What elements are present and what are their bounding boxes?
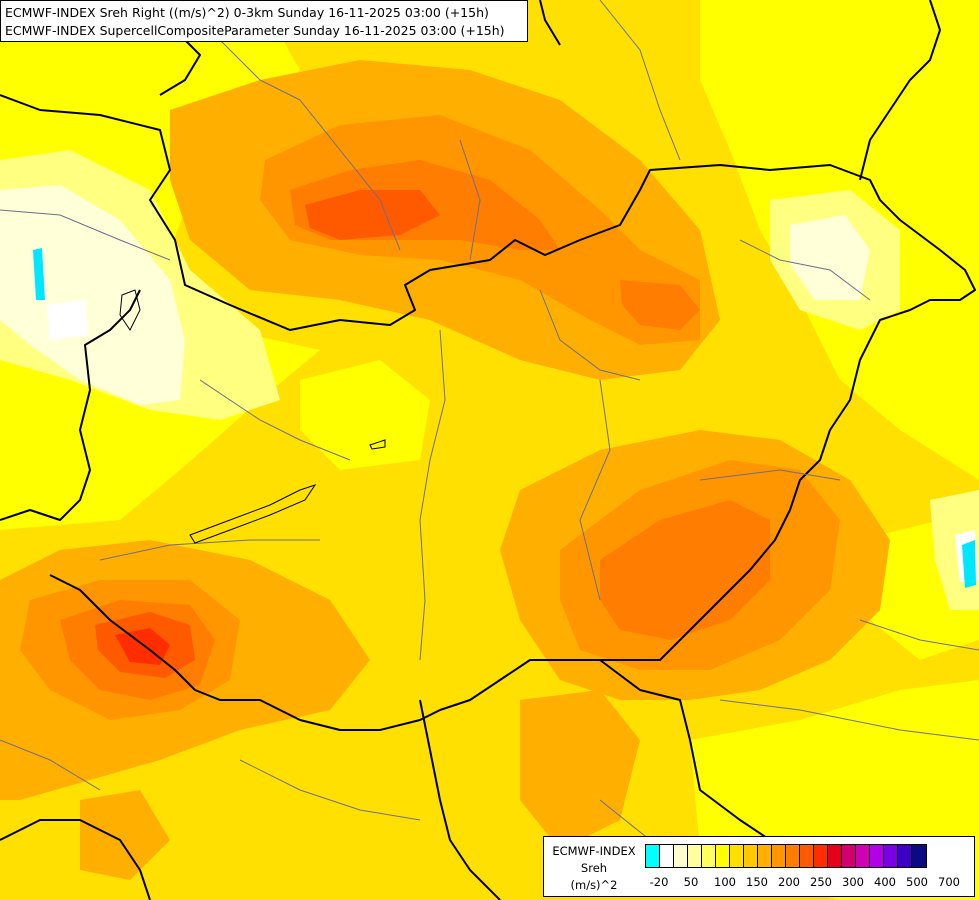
legend-tick: 300 — [842, 875, 864, 889]
legend-title-source: ECMWF-INDEX — [552, 844, 636, 858]
legend-tick: 700 — [938, 875, 960, 889]
legend-swatch — [800, 845, 814, 867]
legend-swatch — [828, 845, 842, 867]
legend-swatch — [856, 845, 870, 867]
lakes — [119, 289, 386, 544]
legend-tick: 100 — [714, 875, 736, 889]
legend-swatch — [870, 845, 884, 867]
legend-swatch — [674, 845, 688, 867]
legend-swatch — [716, 845, 730, 867]
legend-swatch — [814, 845, 828, 867]
legend-swatch — [884, 845, 898, 867]
legend-tick: 50 — [683, 875, 699, 889]
legend-swatch — [730, 845, 744, 867]
map-title-line-1: ECMWF-INDEX Sreh Right ((m/s)^2) 0-3km S… — [5, 5, 489, 20]
region-borders — [0, 0, 979, 881]
legend-swatch — [786, 845, 800, 867]
legend-title-unit: (m/s)^2 — [570, 878, 618, 892]
legend-swatch — [912, 845, 926, 867]
map-title-box: ECMWF-INDEX Sreh Right ((m/s)^2) 0-3km S… — [0, 0, 528, 42]
legend-tick: -20 — [649, 875, 669, 889]
color-legend: ECMWF-INDEX Sreh (m/s)^2 -20 50 100 150 … — [543, 836, 975, 897]
legend-color-scale — [645, 844, 927, 868]
map-title-line-2: ECMWF-INDEX SupercellCompositeParameter … — [5, 23, 505, 38]
legend-swatch — [646, 845, 660, 867]
legend-swatch — [688, 845, 702, 867]
legend-title-variable: Sreh — [580, 861, 608, 875]
legend-swatch — [744, 845, 758, 867]
legend-tick-labels: -20 50 100 150 200 250 300 400 500 700 — [645, 875, 967, 891]
legend-swatch — [758, 845, 772, 867]
legend-tick: 500 — [906, 875, 928, 889]
legend-tick: 200 — [778, 875, 800, 889]
legend-tick: 250 — [810, 875, 832, 889]
legend-swatch — [660, 845, 674, 867]
legend-tick: 400 — [874, 875, 896, 889]
legend-swatch — [898, 845, 912, 867]
sreh-fill-cyan — [33, 248, 976, 588]
legend-swatch — [702, 845, 716, 867]
legend-swatch — [772, 845, 786, 867]
legend-tick: 150 — [746, 875, 768, 889]
legend-swatch — [842, 845, 856, 867]
